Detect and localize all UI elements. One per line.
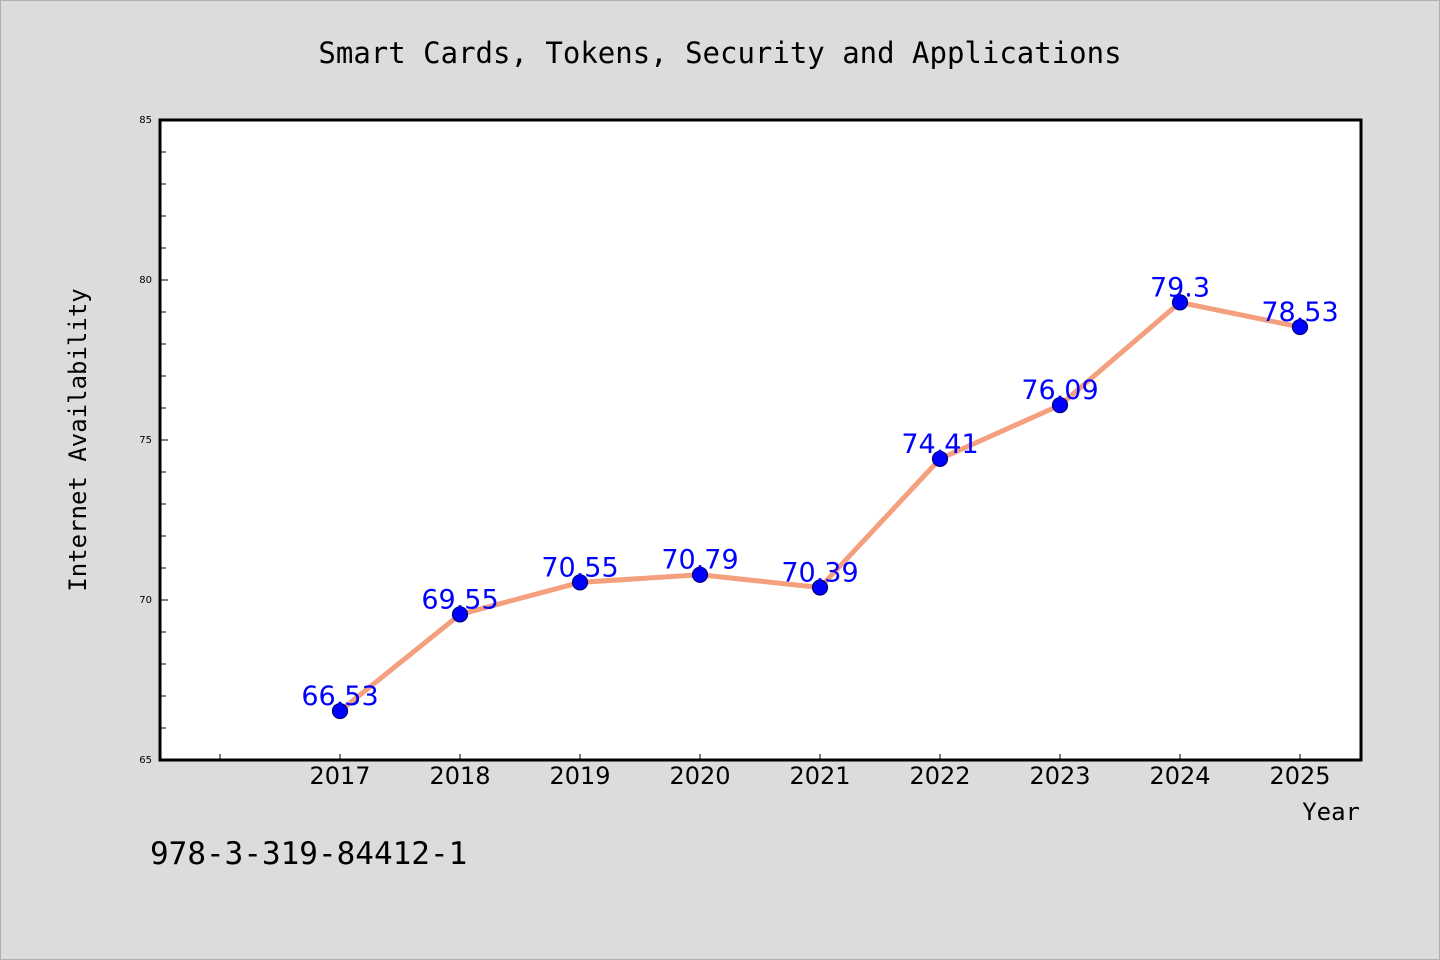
- y-axis: 65 70 75 80 85: [139, 115, 168, 766]
- x-tick-label: 2018: [429, 762, 490, 790]
- data-point: [931, 450, 949, 467]
- data-point: [331, 702, 349, 720]
- plot-area: [158, 118, 1363, 762]
- x-tick-label: 2020: [669, 762, 730, 790]
- y-tick-label: 80: [139, 275, 152, 286]
- y-axis-label: Internet Availability: [64, 288, 92, 591]
- marker-group: [331, 294, 1309, 720]
- data-point: [451, 606, 469, 623]
- y-tick-label: 65: [139, 755, 152, 766]
- x-axis: 2017 2018 2019 2020 2021 2022 2023 2024 2025: [219, 754, 1331, 790]
- data-point: [1291, 318, 1309, 336]
- data-label: 66.53: [301, 681, 378, 712]
- x-tick-label: 2023: [1029, 762, 1090, 790]
- data-label: 79.3: [1150, 272, 1210, 303]
- y-tick-label: 70: [139, 595, 152, 606]
- y-tick-label: 85: [139, 115, 152, 126]
- data-point: [811, 579, 829, 596]
- data-label-group: 66.53 69.55 70.55 70.79 70.39 74.41 76.09 79.3 7…: [301, 272, 1338, 712]
- data-label: 78.53: [1261, 297, 1338, 328]
- x-tick-label: 2024: [1149, 762, 1210, 790]
- data-label: 70.55: [541, 552, 618, 583]
- x-tick-label: 2019: [549, 762, 610, 790]
- y-tick-label: 75: [139, 435, 152, 446]
- data-label: 69.55: [421, 584, 498, 615]
- x-tick-label: 2021: [789, 762, 850, 790]
- data-label: 70.79: [661, 545, 738, 576]
- x-tick-label: 2022: [909, 762, 970, 790]
- data-label: 76.09: [1021, 375, 1098, 406]
- data-point: [1051, 397, 1069, 414]
- data-point: [691, 566, 709, 583]
- data-point: [571, 574, 589, 591]
- footer-code: 978-3-319-84412-1: [150, 836, 467, 872]
- x-tick-label: 2017: [309, 762, 370, 790]
- x-axis-label: Year: [1302, 798, 1360, 826]
- data-label: 74.41: [901, 429, 978, 460]
- x-tick-label: 2025: [1269, 762, 1330, 790]
- data-label: 70.39: [781, 558, 858, 589]
- data-point: [1171, 294, 1189, 311]
- chart-title: Smart Cards, Tokens, Security and Applic…: [318, 36, 1121, 70]
